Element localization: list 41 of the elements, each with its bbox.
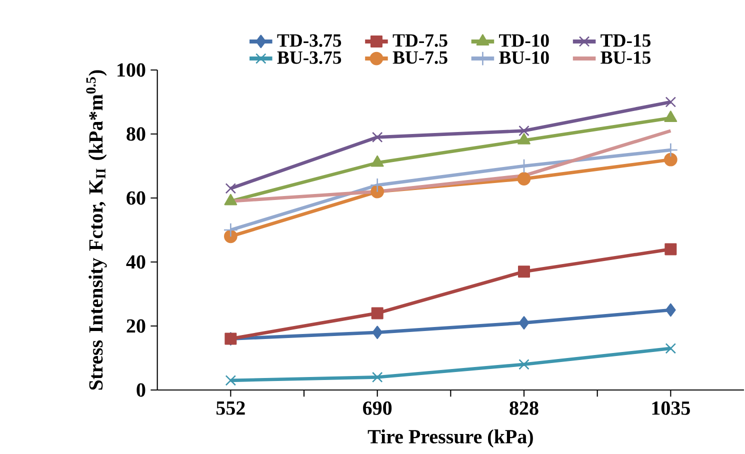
- point: [517, 172, 531, 186]
- legend-label: TD-7.5: [392, 34, 448, 47]
- point: [372, 326, 383, 340]
- legend-label: BU-7.5: [392, 51, 448, 64]
- y-tick-label: 40: [126, 255, 146, 269]
- point: [665, 343, 676, 354]
- point: [371, 307, 384, 320]
- point: [225, 183, 236, 194]
- legend-label: BU-15: [600, 51, 650, 64]
- legend-label: TD-15: [600, 34, 650, 47]
- point: [518, 125, 530, 136]
- point: [518, 133, 530, 144]
- point: [372, 372, 383, 383]
- point: [224, 230, 238, 244]
- y-tick-label: 80: [126, 127, 146, 141]
- legend-label: TD-3.75: [277, 34, 342, 47]
- point: [223, 222, 238, 238]
- point: [664, 110, 678, 122]
- point: [225, 375, 236, 386]
- x-tick-label: 1035: [652, 401, 690, 415]
- point: [518, 316, 530, 330]
- y-tick-label: 20: [126, 319, 146, 333]
- point: [370, 184, 384, 198]
- point: [664, 152, 678, 166]
- x-axis-title: Tire Pressure (kPa): [368, 429, 533, 448]
- x-tick-label: 828: [510, 401, 538, 415]
- legend-label: BU-3.75: [277, 51, 342, 64]
- point: [666, 303, 676, 317]
- point: [518, 359, 530, 370]
- y-tick-label: 0: [136, 383, 146, 397]
- y-axis-title: Stress Intensity Fctor, K$_{II}$ (kPa*m$^{0.5}$): [86, 70, 107, 390]
- point: [518, 266, 530, 278]
- y-tick-label: 60: [126, 191, 146, 205]
- legend-label: BU-10: [499, 51, 549, 64]
- y-tick-label: 100: [118, 63, 146, 77]
- legend-label: TD-10: [499, 34, 549, 47]
- point: [665, 96, 676, 108]
- point: [372, 132, 383, 143]
- x-tick-label: 552: [216, 401, 245, 415]
- point: [664, 243, 677, 256]
- x-tick-label: 690: [363, 401, 392, 415]
